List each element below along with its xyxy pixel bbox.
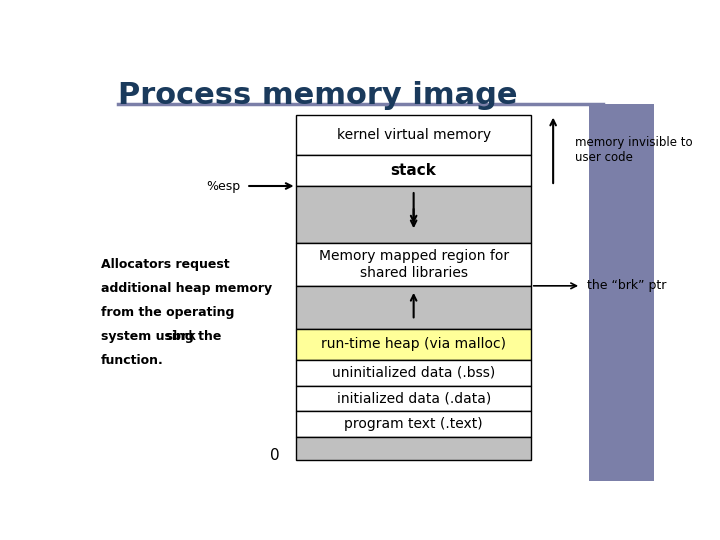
FancyBboxPatch shape bbox=[297, 360, 531, 386]
Text: additional heap memory: additional heap memory bbox=[101, 282, 272, 295]
Text: Allocators request: Allocators request bbox=[101, 258, 230, 271]
Text: sbrk: sbrk bbox=[166, 330, 196, 343]
Text: program text (.text): program text (.text) bbox=[344, 417, 483, 431]
Text: Process memory image: Process memory image bbox=[118, 82, 518, 111]
Text: system using the: system using the bbox=[101, 330, 226, 343]
FancyBboxPatch shape bbox=[297, 329, 531, 360]
Text: %esp: %esp bbox=[207, 179, 240, 192]
FancyBboxPatch shape bbox=[590, 104, 654, 481]
Text: uninitialized data (.bss): uninitialized data (.bss) bbox=[332, 366, 495, 380]
Text: function.: function. bbox=[101, 354, 164, 367]
FancyBboxPatch shape bbox=[297, 186, 531, 243]
FancyBboxPatch shape bbox=[297, 286, 531, 329]
Text: from the operating: from the operating bbox=[101, 306, 235, 319]
Text: stack: stack bbox=[391, 163, 436, 178]
FancyBboxPatch shape bbox=[297, 243, 531, 286]
FancyBboxPatch shape bbox=[297, 114, 531, 154]
FancyBboxPatch shape bbox=[297, 437, 531, 460]
Text: initialized data (.data): initialized data (.data) bbox=[336, 392, 491, 406]
Text: memory invisible to
user code: memory invisible to user code bbox=[575, 136, 693, 164]
Text: 0: 0 bbox=[270, 448, 279, 463]
Text: Memory mapped region for
shared libraries: Memory mapped region for shared librarie… bbox=[318, 249, 509, 280]
Text: the “brk” ptr: the “brk” ptr bbox=[587, 279, 666, 292]
Text: kernel virtual memory: kernel virtual memory bbox=[336, 127, 491, 141]
FancyBboxPatch shape bbox=[297, 154, 531, 186]
Text: run-time heap (via malloc): run-time heap (via malloc) bbox=[321, 338, 506, 352]
FancyBboxPatch shape bbox=[297, 411, 531, 437]
FancyBboxPatch shape bbox=[297, 386, 531, 411]
